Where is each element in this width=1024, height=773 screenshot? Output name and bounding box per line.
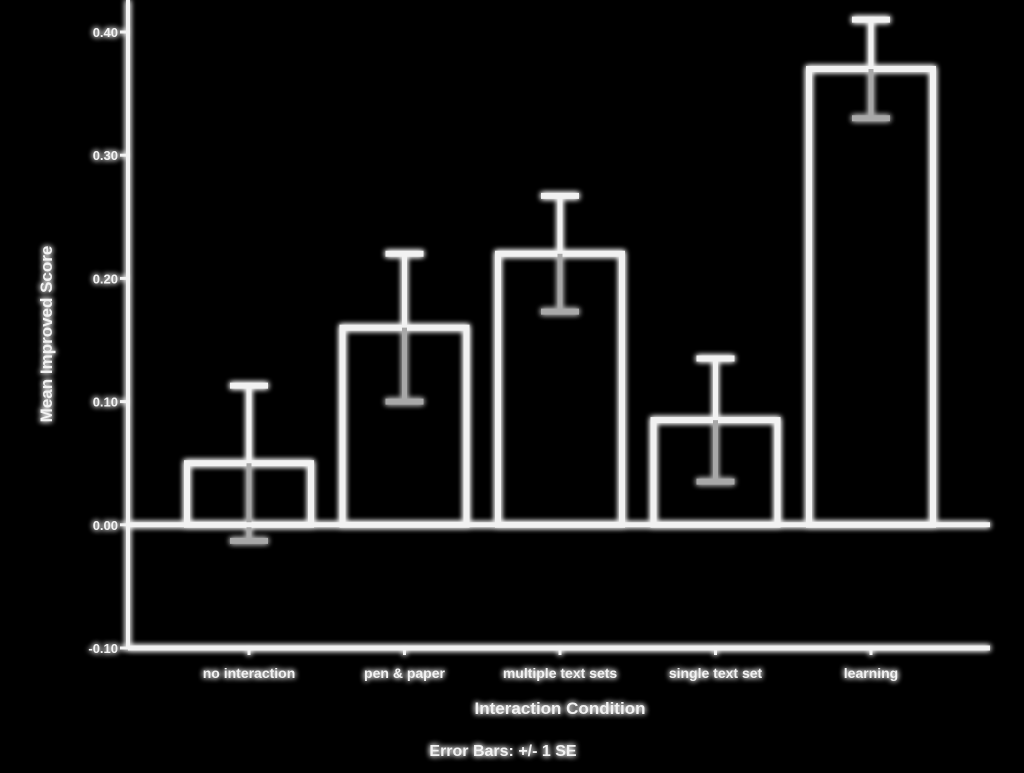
error-bar-footnote: Error Bars: +/- 1 SE: [429, 743, 577, 760]
plot-layer: -0.10 0.00 0.10 0.20 0.30 0.40 no interaction…: [37, 0, 990, 760]
bar: [806, 65, 936, 528]
y-tick-label: 0.20: [93, 271, 118, 286]
y-tick-label: 0.40: [93, 25, 118, 40]
y-tick-label: 0.00: [93, 518, 118, 533]
x-tick-label: learning: [844, 665, 898, 681]
y-ticks: -0.10 0.00 0.10 0.20 0.30 0.40: [88, 25, 128, 656]
x-tick-labels: no interaction pen & paper multiple text s…: [203, 648, 898, 681]
error-bars: [230, 16, 890, 544]
x-tick-label: multiple text sets: [503, 665, 618, 681]
x-axis-label: Interaction Condition: [475, 699, 646, 718]
y-tick-label: 0.30: [93, 148, 118, 163]
x-tick-label: single text set: [669, 665, 763, 681]
y-tick-label: 0.10: [93, 395, 118, 410]
x-tick-label: no interaction: [203, 665, 296, 681]
y-tick-label: -0.10: [88, 641, 118, 656]
x-tick-label: pen & paper: [364, 665, 445, 681]
y-axis-label: Mean Improved Score: [37, 246, 56, 423]
